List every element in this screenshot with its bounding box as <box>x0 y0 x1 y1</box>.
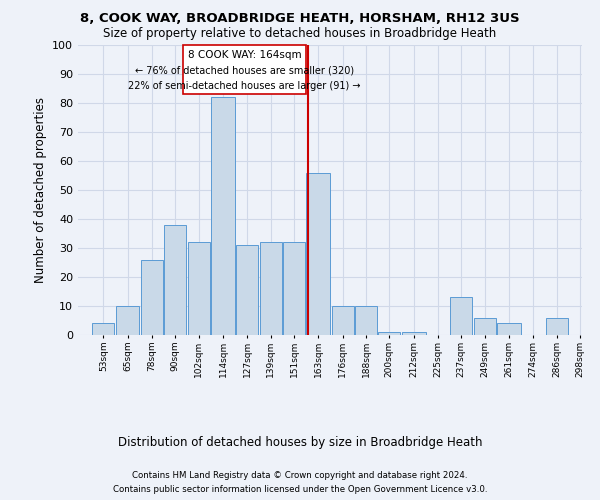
Bar <box>379 332 400 335</box>
Bar <box>92 324 114 335</box>
Bar <box>283 242 305 335</box>
Bar <box>402 332 425 335</box>
Text: 22% of semi-detached houses are larger (91) →: 22% of semi-detached houses are larger (… <box>128 80 361 90</box>
Text: Contains public sector information licensed under the Open Government Licence v3: Contains public sector information licen… <box>113 484 487 494</box>
Bar <box>141 260 163 335</box>
Bar <box>355 306 377 335</box>
Bar <box>307 172 330 335</box>
Text: Distribution of detached houses by size in Broadbridge Heath: Distribution of detached houses by size … <box>118 436 482 449</box>
Bar <box>236 245 258 335</box>
Bar <box>164 225 186 335</box>
Bar <box>332 306 353 335</box>
Y-axis label: Number of detached properties: Number of detached properties <box>34 97 47 283</box>
Bar <box>451 298 472 335</box>
Text: ← 76% of detached houses are smaller (320): ← 76% of detached houses are smaller (32… <box>135 66 354 76</box>
Text: 8 COOK WAY: 164sqm: 8 COOK WAY: 164sqm <box>188 50 301 60</box>
Text: Size of property relative to detached houses in Broadbridge Heath: Size of property relative to detached ho… <box>103 28 497 40</box>
Bar <box>546 318 568 335</box>
Text: 8, COOK WAY, BROADBRIDGE HEATH, HORSHAM, RH12 3US: 8, COOK WAY, BROADBRIDGE HEATH, HORSHAM,… <box>80 12 520 26</box>
Bar <box>474 318 496 335</box>
Bar <box>188 242 209 335</box>
Bar <box>116 306 139 335</box>
Text: Contains HM Land Registry data © Crown copyright and database right 2024.: Contains HM Land Registry data © Crown c… <box>132 472 468 480</box>
Bar <box>260 242 281 335</box>
Bar <box>211 97 235 335</box>
FancyBboxPatch shape <box>183 45 305 94</box>
Bar <box>497 324 521 335</box>
